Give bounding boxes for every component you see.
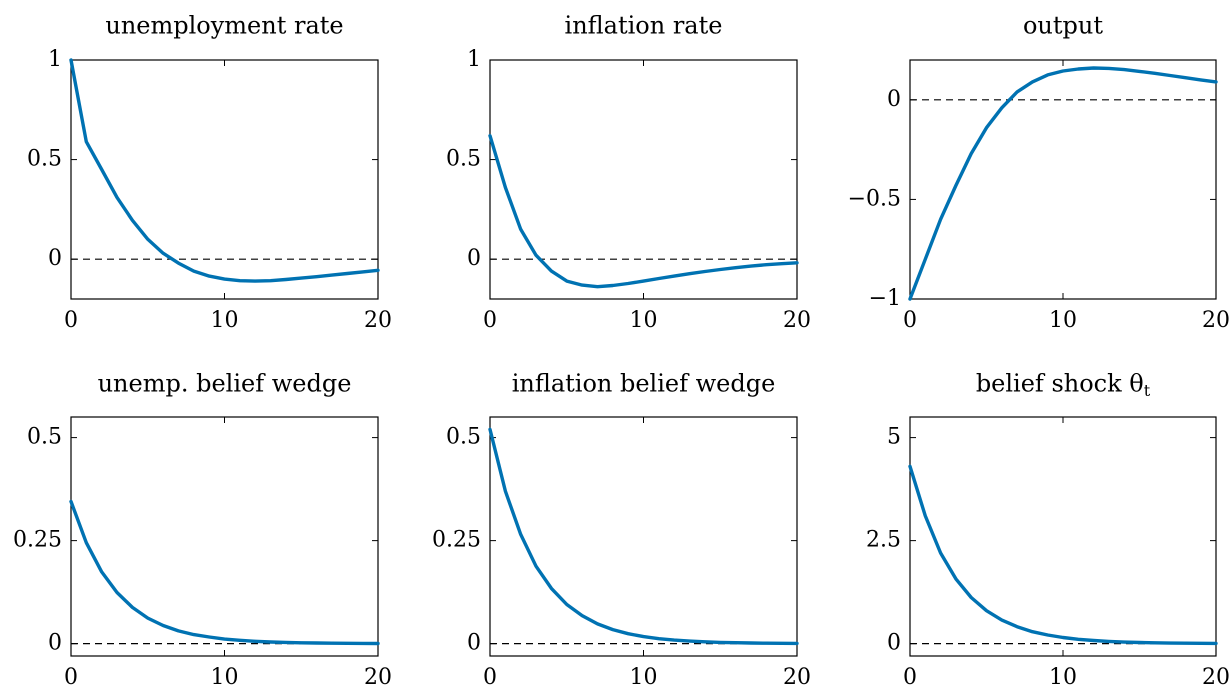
- x-tick-label: 0: [483, 308, 497, 333]
- x-tick-label: 10: [1049, 665, 1077, 689]
- y-tick-label: 0.25: [13, 528, 62, 553]
- panel-title: output: [1023, 12, 1103, 40]
- x-tick-label: 0: [483, 665, 497, 689]
- series-line-1: [69, 58, 380, 283]
- y-tick-label: 0.5: [27, 147, 62, 172]
- panel-title: unemp. belief wedge: [98, 370, 352, 398]
- y-tick-label: 0.25: [432, 528, 481, 553]
- panel-title: inflation rate: [565, 12, 723, 40]
- x-tick-label: 20: [783, 308, 811, 333]
- plot-frame: [489, 59, 798, 300]
- series-line-1: [908, 66, 1218, 301]
- panel-title: inflation belief wedge: [512, 370, 776, 398]
- y-tick-label: 2.5: [866, 528, 901, 553]
- y-tick-label: 0: [887, 87, 901, 112]
- x-tick-label: 0: [903, 308, 917, 333]
- x-tick-label: 20: [364, 308, 392, 333]
- panel-6: belief shock θt 0 10 20 0 2.5 5: [866, 370, 1230, 689]
- x-tick-label: 20: [364, 665, 392, 689]
- panel-5: inflation belief wedge 0 10 20 0 0.25 0.5: [432, 370, 811, 689]
- y-tick-label: 0: [48, 631, 62, 656]
- y-tick-label: 5: [887, 425, 901, 450]
- x-tick-label: 20: [1202, 665, 1230, 689]
- y-tick-label: −1: [869, 286, 901, 311]
- panel-3: output 0 10 20 −1 −0.5 0: [848, 12, 1230, 334]
- panel-2: inflation rate 0 10 20 0 0.5 1: [446, 12, 811, 334]
- y-tick-label: 0: [887, 631, 901, 656]
- series-line-1: [488, 133, 799, 289]
- x-tick-label: 0: [64, 308, 78, 333]
- panel-4: unemp. belief wedge 0 10 20 0 0.25 0.5: [13, 370, 392, 689]
- x-tick-label: 0: [903, 665, 917, 689]
- x-tick-label: 20: [783, 665, 811, 689]
- y-tick-label: 1: [467, 47, 481, 72]
- series-line-1: [69, 499, 380, 646]
- x-tick-label: 10: [630, 308, 658, 333]
- plot-frame: [909, 59, 1217, 300]
- y-tick-label: 1: [48, 47, 62, 72]
- panel-1: unemployment rate 0 10 20 0 0.5 1: [27, 12, 392, 334]
- y-tick-label: 0: [48, 246, 62, 271]
- y-tick-label: 0.5: [446, 425, 481, 450]
- panel-title-subscript: t: [1144, 381, 1151, 400]
- panel-title: unemployment rate: [105, 12, 343, 40]
- plot-frame: [909, 416, 1217, 657]
- series-line-1: [908, 464, 1218, 646]
- y-tick-label: 0.5: [446, 147, 481, 172]
- y-tick-label: 0: [467, 631, 481, 656]
- x-tick-label: 0: [64, 665, 78, 689]
- y-tick-label: 0: [467, 246, 481, 271]
- panel-title: belief shock θt: [976, 370, 1151, 400]
- x-tick-label: 10: [211, 665, 239, 689]
- x-tick-label: 10: [1049, 308, 1077, 333]
- y-tick-label: 0.5: [27, 425, 62, 450]
- plot-frame: [489, 416, 798, 657]
- plot-frame: [70, 416, 379, 657]
- x-tick-label: 10: [211, 308, 239, 333]
- series-line-1: [488, 427, 799, 646]
- x-tick-label: 10: [630, 665, 658, 689]
- plot-frame: [70, 59, 379, 300]
- x-tick-label: 20: [1202, 308, 1230, 333]
- y-tick-label: −0.5: [848, 186, 901, 211]
